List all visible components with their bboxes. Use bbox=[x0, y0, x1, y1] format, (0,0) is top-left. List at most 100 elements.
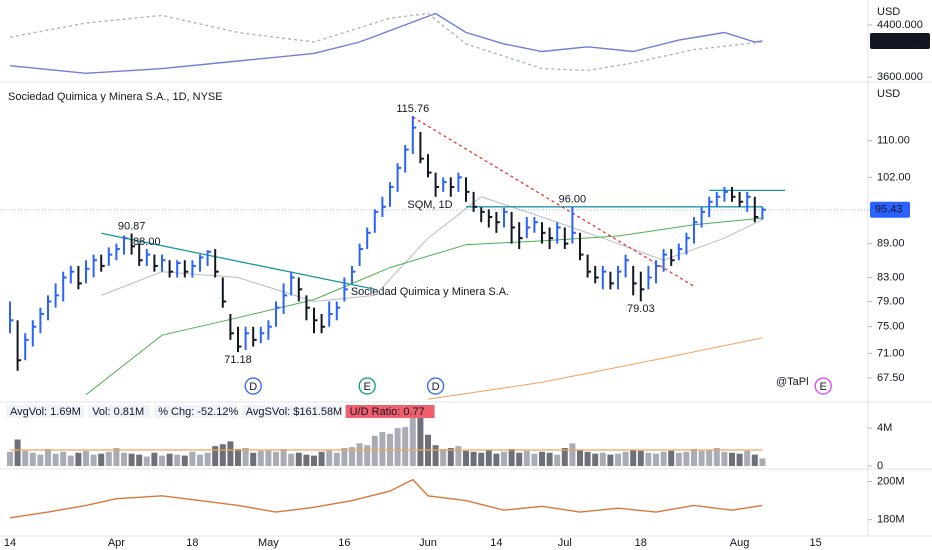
volume-bar bbox=[675, 452, 682, 466]
last-value-box bbox=[870, 33, 930, 50]
volume-bar bbox=[212, 446, 219, 466]
volume-bar bbox=[105, 451, 112, 466]
volume-bar bbox=[265, 449, 272, 466]
y-tick-label: 75.00 bbox=[877, 321, 905, 333]
volume-bar bbox=[303, 454, 310, 466]
volume-bar bbox=[729, 452, 735, 466]
volume-bar bbox=[295, 452, 302, 466]
stat-box bbox=[154, 405, 238, 418]
volume-bar bbox=[683, 451, 690, 466]
volume-bar bbox=[326, 449, 333, 466]
stat-label: % Chg: -52.12% bbox=[158, 406, 238, 418]
volume-bar bbox=[341, 448, 348, 466]
volume-bar bbox=[706, 449, 713, 466]
y-tick-label: 3600.000 bbox=[877, 71, 923, 83]
volume-bar bbox=[447, 448, 454, 466]
volume-bar bbox=[166, 453, 173, 466]
volume-bar bbox=[736, 453, 743, 466]
event-label: E bbox=[364, 381, 371, 393]
volume-bar bbox=[90, 454, 97, 466]
moving-average bbox=[101, 196, 763, 303]
volume-bar bbox=[653, 453, 659, 466]
x-tick-label: May bbox=[258, 537, 279, 549]
volume-bar bbox=[523, 450, 530, 466]
volume-bar bbox=[37, 454, 44, 466]
volume-bar bbox=[455, 446, 462, 466]
volume-bar bbox=[493, 453, 500, 466]
volume-bar bbox=[242, 448, 249, 466]
trendline bbox=[101, 232, 375, 290]
y-tick-label: 102.00 bbox=[877, 171, 911, 183]
volume-bar bbox=[592, 453, 599, 466]
volume-bar bbox=[204, 452, 211, 466]
volume-bar bbox=[75, 452, 82, 466]
volume-bar bbox=[250, 452, 257, 466]
volume-bar bbox=[394, 428, 401, 466]
line-series bbox=[9, 12, 763, 72]
volume-bar bbox=[121, 452, 127, 466]
volume-bar bbox=[181, 455, 188, 466]
volume-bar bbox=[759, 458, 766, 466]
volume-bar bbox=[691, 448, 697, 466]
volume-bar bbox=[508, 448, 515, 466]
x-tick-label: Jun bbox=[419, 537, 437, 549]
volume-bar bbox=[174, 454, 181, 466]
volume-bar bbox=[60, 451, 67, 466]
volume-bar bbox=[318, 451, 325, 466]
volume-bar bbox=[136, 454, 143, 466]
volume-bar bbox=[219, 444, 226, 466]
volume-bar bbox=[280, 448, 287, 466]
moving-average bbox=[85, 217, 763, 396]
volume-bar bbox=[143, 456, 150, 466]
y-tick-label: 83.00 bbox=[877, 271, 905, 283]
volume-bar bbox=[569, 443, 576, 466]
volume-bar bbox=[622, 451, 629, 466]
volume-bar bbox=[531, 453, 538, 466]
y-tick-label: 89.00 bbox=[877, 237, 905, 249]
price-annotation: 88.00 bbox=[133, 236, 161, 248]
volume-bar bbox=[501, 451, 507, 466]
x-tick-label: Apr bbox=[108, 537, 125, 549]
x-tick-label: 16 bbox=[338, 537, 350, 549]
volume-bar bbox=[371, 435, 378, 466]
event-label: D bbox=[432, 381, 440, 393]
stat-label: AvgSVol: $161.58M bbox=[246, 406, 342, 418]
volume-bar bbox=[577, 449, 583, 466]
volume-bar bbox=[516, 452, 523, 466]
volume-bar bbox=[615, 453, 621, 466]
volume-bar bbox=[349, 447, 355, 466]
price-annotation: 115.76 bbox=[396, 103, 429, 115]
volume-bar bbox=[630, 449, 637, 466]
volume-bar bbox=[409, 406, 416, 466]
volume-bar bbox=[22, 450, 29, 466]
volume-bar bbox=[29, 452, 36, 466]
y-tick-label: 200M bbox=[877, 475, 905, 487]
volume-bar bbox=[83, 450, 89, 466]
volume-bar bbox=[440, 448, 447, 466]
volume-bar bbox=[698, 450, 705, 466]
volume-bar bbox=[364, 445, 371, 466]
event-marker bbox=[358, 377, 376, 395]
volume-bar bbox=[584, 451, 591, 466]
volume-bar bbox=[607, 454, 614, 466]
y-tick-label: 71.00 bbox=[877, 347, 905, 359]
volume-bar bbox=[402, 427, 409, 466]
volume-bar bbox=[637, 450, 644, 466]
moving-average bbox=[427, 337, 763, 400]
volume-bar bbox=[417, 414, 424, 466]
y-tick-label: 67.50 bbox=[877, 372, 905, 384]
volume-bar bbox=[485, 449, 492, 466]
volume-bar bbox=[432, 445, 439, 466]
volume-bar bbox=[128, 453, 135, 466]
y-tick-label: 110.00 bbox=[877, 135, 910, 147]
volume-bar bbox=[288, 453, 295, 466]
volume-bar bbox=[546, 452, 553, 466]
volume-bar bbox=[311, 455, 317, 466]
x-tick-label: 15 bbox=[809, 537, 821, 549]
y-axis-unit: USD bbox=[877, 6, 900, 18]
stat-box bbox=[88, 405, 151, 418]
volume-bar bbox=[713, 448, 720, 466]
line-series bbox=[9, 12, 763, 75]
volume-bar bbox=[273, 451, 279, 466]
